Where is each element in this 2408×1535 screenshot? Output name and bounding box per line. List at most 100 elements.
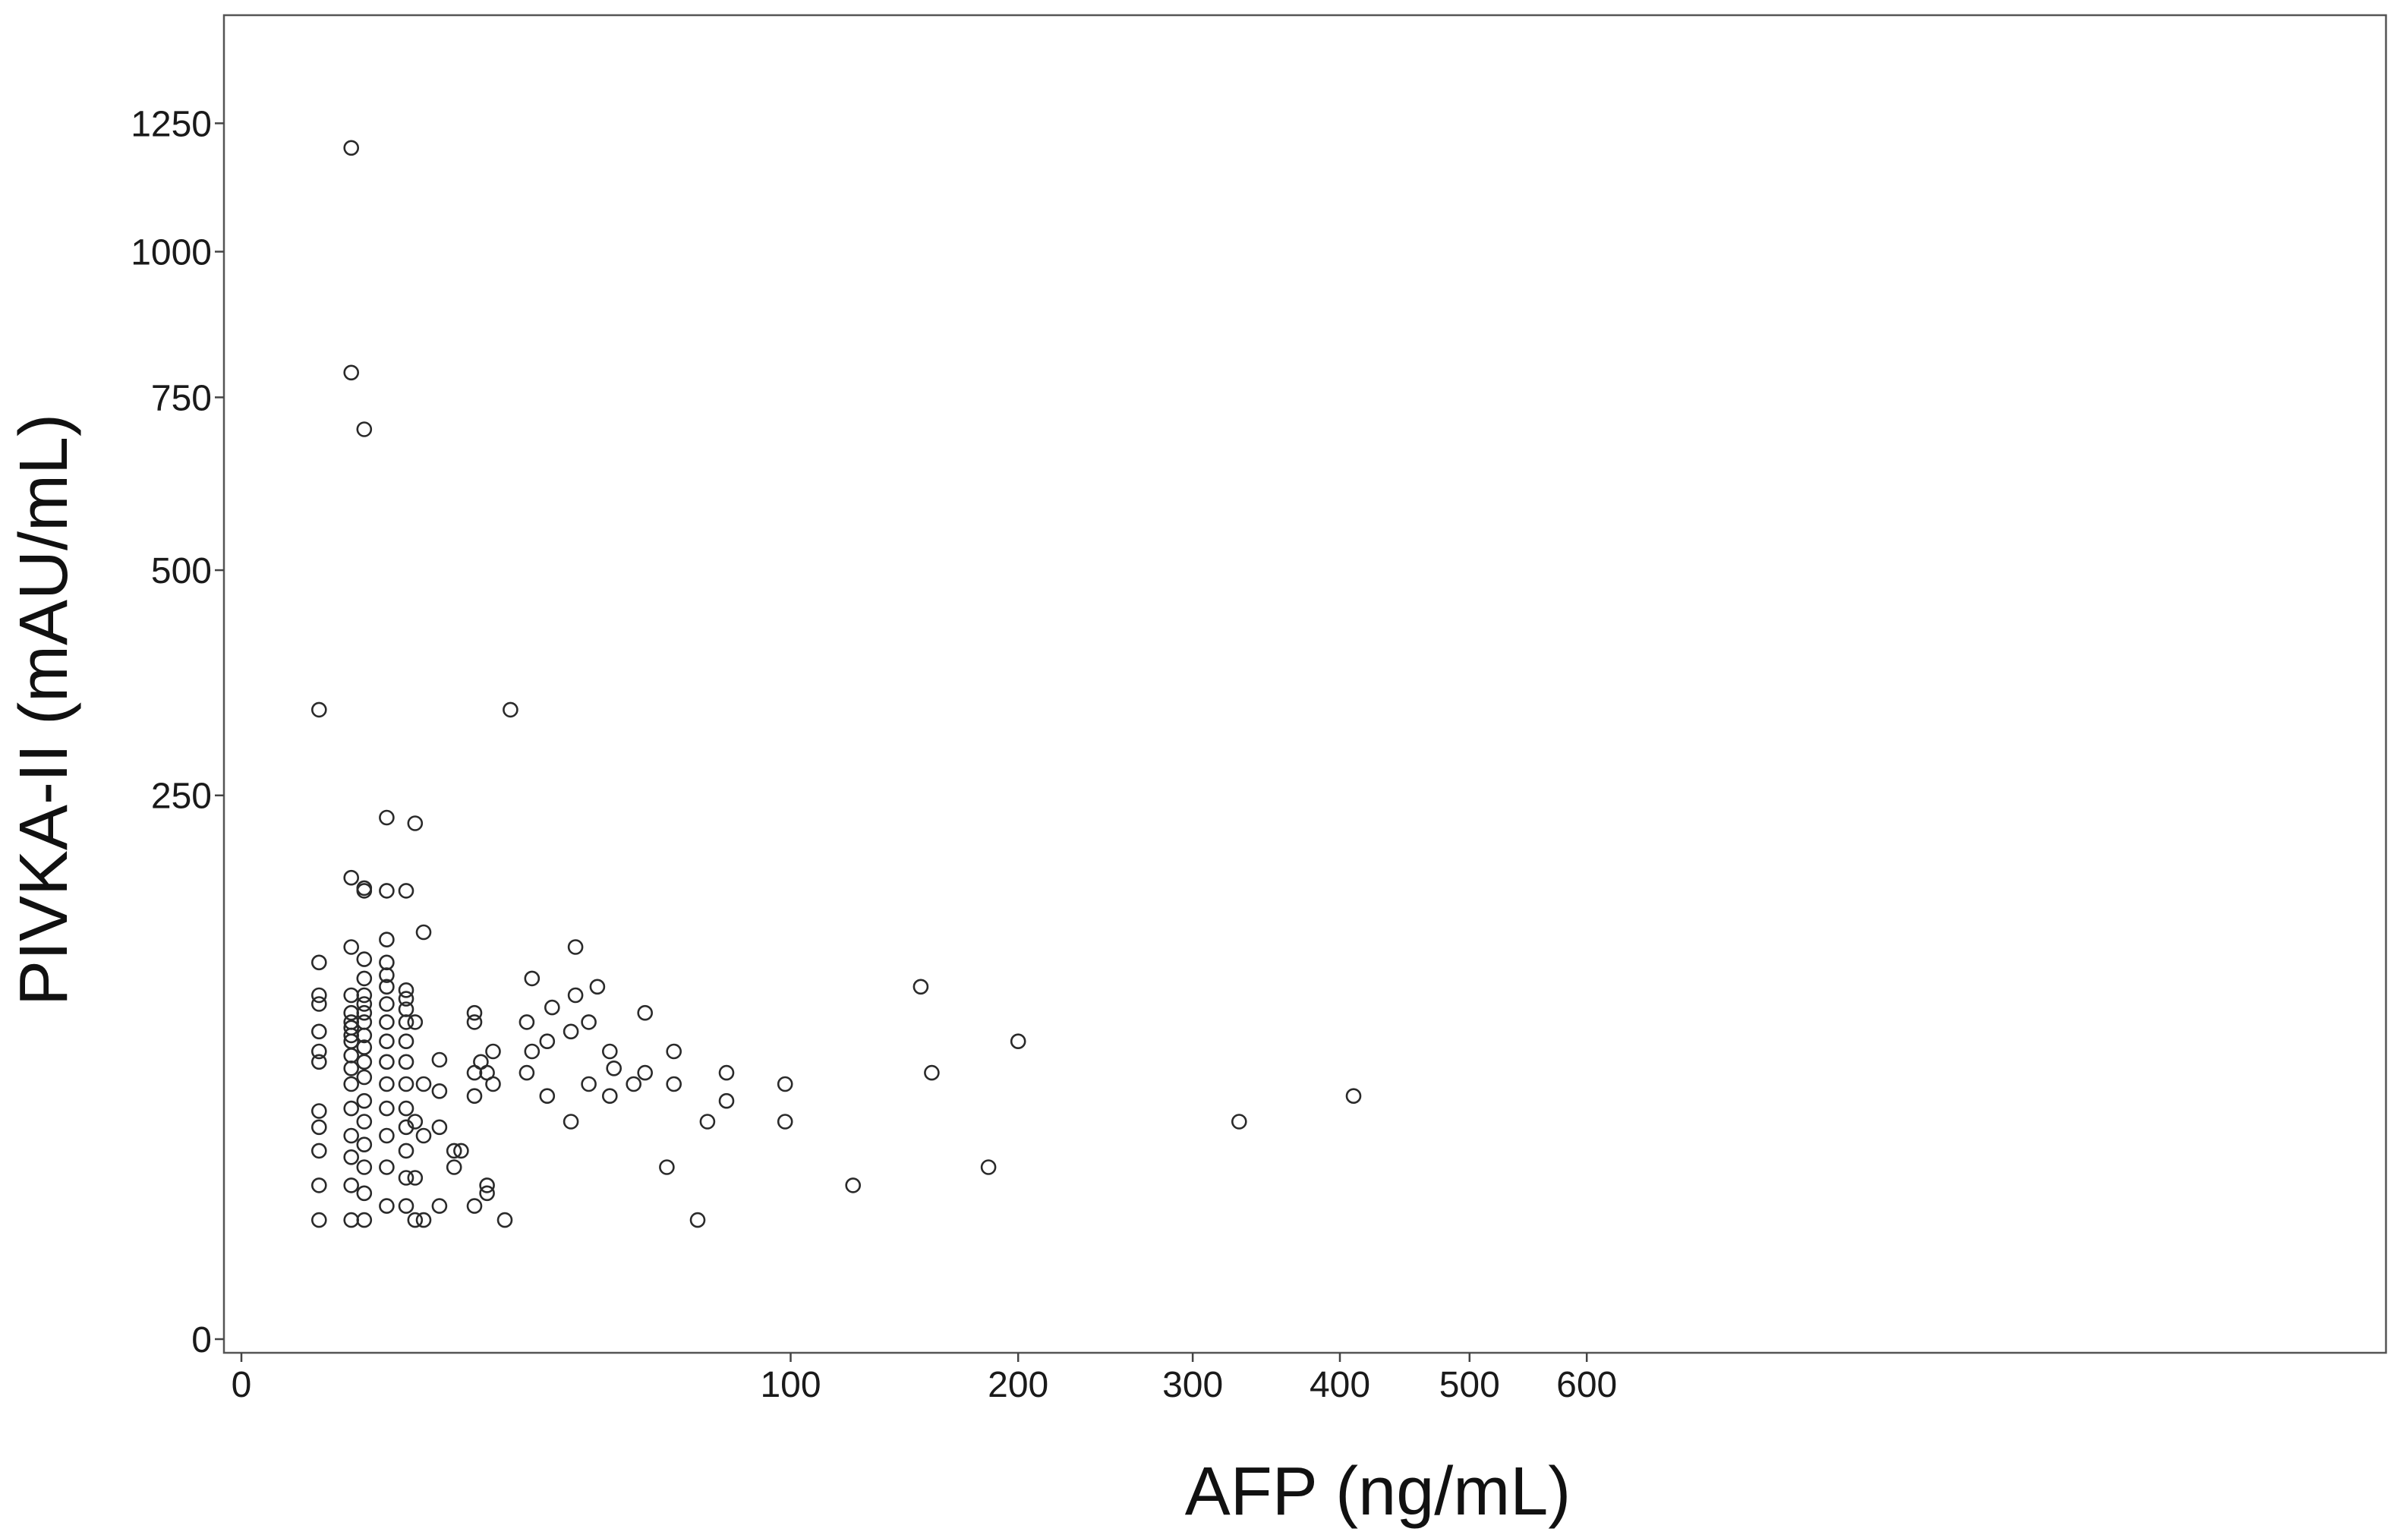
data-point	[415, 1212, 432, 1228]
data-point	[466, 1198, 483, 1214]
data-point	[356, 1159, 373, 1175]
data-point	[379, 996, 395, 1012]
data-point	[356, 996, 373, 1012]
data-point	[398, 1143, 414, 1159]
data-point	[581, 1014, 597, 1030]
data-point	[356, 987, 373, 1004]
data-point	[539, 1033, 556, 1049]
data-point	[343, 1020, 360, 1036]
data-point	[666, 1043, 682, 1060]
data-point	[343, 1061, 360, 1076]
data-point	[379, 1033, 395, 1049]
data-point	[310, 1177, 327, 1193]
data-point	[689, 1212, 706, 1228]
data-point	[310, 1103, 327, 1119]
data-point	[398, 1198, 414, 1214]
data-point	[1345, 1088, 1362, 1104]
data-point	[466, 1088, 483, 1104]
x-tick-label: 200	[988, 1365, 1048, 1405]
data-point	[310, 954, 327, 971]
data-point	[356, 1136, 373, 1152]
data-point	[310, 996, 327, 1012]
data-point	[407, 1212, 424, 1228]
data-point	[343, 1177, 360, 1193]
data-point	[666, 1076, 682, 1092]
data-point	[606, 1061, 622, 1076]
data-point	[379, 1127, 395, 1144]
data-point	[310, 1043, 327, 1060]
data-point	[581, 1076, 597, 1092]
y-axis: 0 250 500 750 1000 1250	[131, 104, 224, 1360]
data-point	[343, 1212, 360, 1228]
data-point	[637, 1064, 654, 1081]
data-point	[356, 1212, 373, 1228]
data-point	[379, 1100, 395, 1117]
data-point	[379, 979, 395, 995]
data-point	[415, 924, 432, 941]
data-point	[479, 1185, 495, 1202]
data-point	[637, 1004, 654, 1021]
data-point	[343, 364, 360, 381]
data-point	[718, 1092, 735, 1109]
x-tick-label: 0	[232, 1365, 252, 1405]
data-point	[485, 1076, 501, 1092]
data-point	[398, 1054, 414, 1070]
data-point	[524, 970, 541, 987]
data-point	[912, 979, 929, 995]
data-point	[777, 1114, 793, 1130]
data-point	[453, 1143, 469, 1159]
y-tick-label: 250	[151, 777, 212, 817]
data-point	[485, 1043, 501, 1060]
data-point	[626, 1076, 642, 1092]
y-tick-label: 1250	[131, 104, 212, 144]
data-point	[356, 1004, 373, 1021]
data-point	[415, 1127, 432, 1144]
x-tick-label: 100	[760, 1365, 821, 1405]
data-point	[356, 951, 373, 967]
x-tick-label: 300	[1162, 1365, 1223, 1405]
data-point	[1231, 1114, 1247, 1130]
data-point	[343, 1004, 360, 1021]
data-point	[379, 1076, 395, 1092]
data-point	[310, 701, 327, 718]
data-point	[518, 1014, 535, 1030]
data-point	[1010, 1033, 1026, 1049]
data-point	[343, 1127, 360, 1144]
data-point	[343, 1100, 360, 1117]
data-point	[407, 1114, 424, 1130]
data-point	[379, 1054, 395, 1070]
data-point	[343, 1048, 360, 1064]
data-point	[415, 1076, 432, 1092]
data-point	[407, 1170, 424, 1186]
data-point	[503, 701, 518, 718]
data-point	[718, 1064, 735, 1081]
data-point	[310, 1023, 327, 1040]
data-point	[563, 1023, 579, 1040]
y-tick-label: 750	[151, 378, 212, 418]
data-point	[567, 987, 584, 1004]
data-point	[431, 1083, 448, 1099]
data-point	[398, 1100, 414, 1117]
data-point	[601, 1043, 618, 1060]
data-point	[446, 1143, 462, 1159]
data-point	[310, 1143, 327, 1159]
data-point	[310, 1119, 327, 1136]
data-points	[310, 140, 1362, 1228]
y-tick-label: 0	[191, 1320, 212, 1360]
data-point	[398, 1076, 414, 1092]
data-point	[356, 421, 373, 437]
data-point	[924, 1064, 940, 1081]
data-point	[398, 991, 414, 1007]
data-point	[398, 883, 414, 899]
y-tick-label: 1000	[131, 232, 212, 273]
data-point	[379, 1159, 395, 1175]
data-point	[567, 939, 584, 955]
data-point	[379, 1014, 395, 1030]
data-point	[310, 1054, 327, 1070]
data-point	[398, 1001, 414, 1017]
data-point	[431, 1051, 448, 1068]
data-point	[539, 1088, 556, 1104]
data-point	[398, 1033, 414, 1049]
data-point	[980, 1159, 997, 1175]
